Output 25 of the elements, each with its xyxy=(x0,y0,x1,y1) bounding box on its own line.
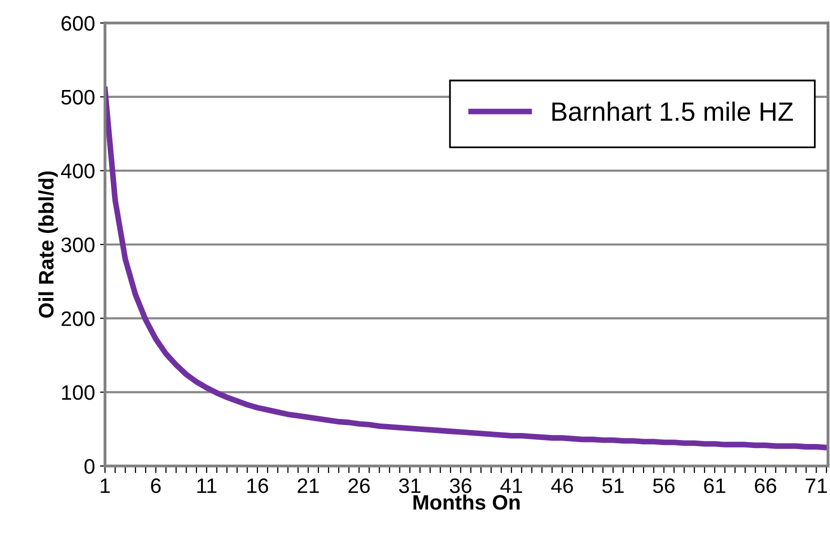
x-tick-label: 26 xyxy=(348,478,370,494)
x-tick-label: 6 xyxy=(151,478,161,494)
y-axis-title: Oil Rate (bbl/d) xyxy=(38,171,58,318)
x-tick-label: 36 xyxy=(450,478,472,494)
x-tick-label: 31 xyxy=(399,478,420,494)
y-tick-label: 400 xyxy=(61,164,94,178)
y-tick-label: 600 xyxy=(62,16,94,31)
x-tick-label: 21 xyxy=(298,478,319,493)
x-tick-label: 56 xyxy=(653,478,675,494)
y-tick-label: 0 xyxy=(84,459,94,474)
x-tick-label: 46 xyxy=(551,478,573,494)
y-tick-label: 100 xyxy=(62,385,94,400)
x-tick-label: 71 xyxy=(806,478,827,493)
legend-label: Barnhart 1.5 mile HZ xyxy=(552,102,793,121)
x-tick-label: 61 xyxy=(704,478,726,494)
x-tick-label: 16 xyxy=(247,478,268,494)
y-tick-label: 500 xyxy=(61,90,94,105)
x-axis-title: Months On xyxy=(414,494,520,510)
y-tick-label: 300 xyxy=(61,238,94,252)
x-tick-label: 66 xyxy=(754,478,776,494)
x-tick-label: 11 xyxy=(197,478,216,493)
x-tick-label: 51 xyxy=(602,478,624,494)
y-tick-label: 200 xyxy=(62,311,94,326)
x-tick-label: 41 xyxy=(500,478,522,493)
x-tick-label: 1 xyxy=(100,478,110,493)
